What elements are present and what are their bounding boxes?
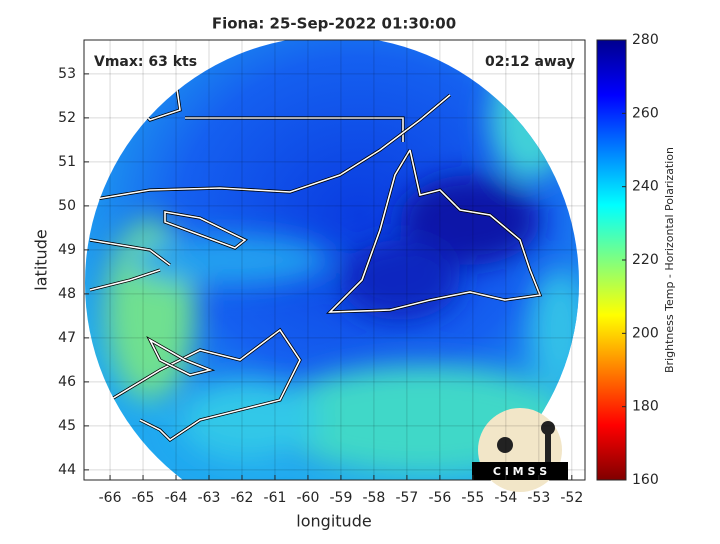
plot-frame [83, 39, 586, 481]
y-tick-label: 50 [58, 198, 76, 214]
x-tick-label: -53 [527, 490, 550, 506]
x-tick-label: -55 [461, 490, 484, 506]
colorbar-tick-label: 280 [632, 32, 659, 48]
colorbar-tick-label: 200 [632, 325, 659, 341]
x-tick-label: -65 [132, 490, 155, 506]
x-tick-label: -60 [297, 490, 320, 506]
x-tick-label: -61 [264, 490, 287, 506]
logo-text: C I M S S [493, 465, 547, 478]
intensity-label: Vmax: 63 kts [94, 54, 197, 70]
time-offset-label: 02:12 away [485, 54, 575, 70]
x-tick-label: -52 [560, 490, 583, 506]
logo: C I M S S [472, 408, 568, 492]
colorbar-tick-label: 240 [632, 179, 659, 195]
y-tick-label: 45 [58, 418, 76, 434]
colorbar [596, 39, 627, 481]
x-tick-label: -56 [428, 490, 451, 506]
colorbar-tick-label: 260 [632, 105, 659, 121]
y-tick-label: 51 [58, 154, 76, 170]
colorbar-tick-label: 160 [632, 472, 659, 488]
colorbar-tick-label: 180 [632, 399, 659, 415]
y-tick-label: 53 [58, 66, 76, 82]
colorbar-tick-label: 220 [632, 252, 659, 268]
x-tick-label: -57 [395, 490, 418, 506]
y-tick-label: 44 [58, 462, 76, 478]
x-tick-label: -54 [494, 490, 517, 506]
y-tick-label: 48 [58, 286, 76, 302]
y-axis-label: latitude [32, 229, 51, 290]
y-tick-label: 47 [58, 330, 76, 346]
x-tick-label: -64 [165, 490, 188, 506]
x-tick-label: -62 [231, 490, 254, 506]
colorbar-label: Brightness Temp - Horizontal Polarizatio… [663, 147, 676, 373]
x-tick-label: -59 [329, 490, 352, 506]
x-axis-label: longitude [296, 512, 371, 531]
y-tick-label: 46 [58, 374, 76, 390]
y-tick-label: 52 [58, 110, 76, 126]
y-tick-label: 49 [58, 242, 76, 258]
x-tick-label: -63 [198, 490, 221, 506]
x-tick-label: -58 [362, 490, 385, 506]
x-tick-label: -66 [99, 490, 122, 506]
coastlines [89, 74, 543, 443]
title: Fiona: 25-Sep-2022 01:30:00 [212, 15, 456, 33]
